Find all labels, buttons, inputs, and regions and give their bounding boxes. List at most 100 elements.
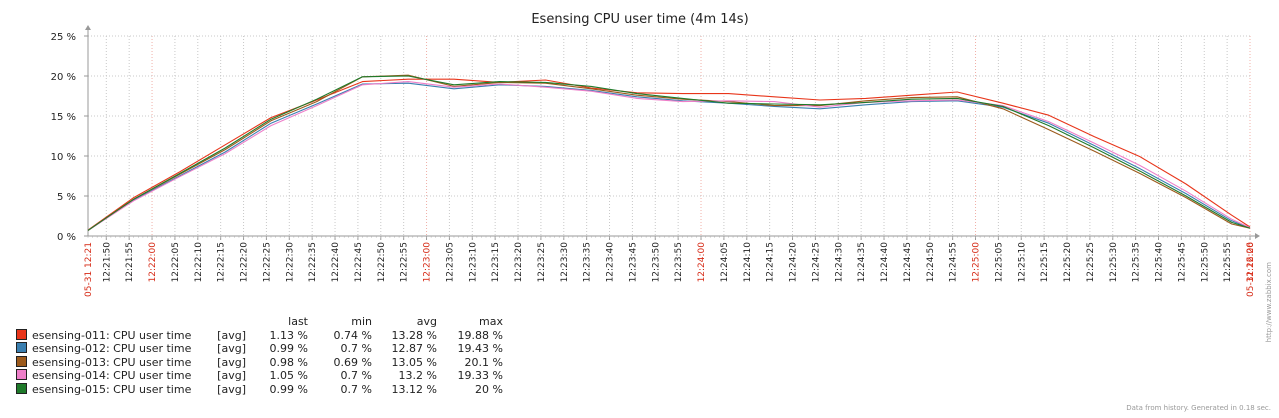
legend-min: 0.7 % [340,382,372,396]
legend-swatch [16,355,27,367]
y-tick-label: 10 % [51,152,76,163]
legend-function: [avg] [217,369,246,382]
legend-last: 0.99 % [269,382,308,396]
legend-series-name: esensing-012: CPU user time [32,342,192,355]
legend-swatch [16,342,27,353]
x-tick-label: 12:22:15 [217,242,227,282]
x-tick-label: 12:24:45 [903,242,913,282]
x-tick-label: 12:25:15 [1040,242,1050,282]
legend-row: esensing-013: CPU user time [avg] 0.98 %… [16,355,503,370]
x-tick-label: 12:25:55 [1223,242,1233,282]
legend-swatch [16,369,27,380]
chart-area: Esensing CPU user time (4m 14s) 12:21:50… [51,12,1260,297]
legend-header-max: max [479,315,503,328]
x-tick-label: 12:22:10 [194,242,204,283]
legend-row: esensing-012: CPU user time [avg] 0.99 %… [16,342,503,356]
legend-header-min: min [351,315,372,328]
x-tick-label: 12:22:30 [285,242,295,283]
chart-title: Esensing CPU user time (4m 14s) [531,12,748,27]
x-tick-label: 12:23:15 [491,242,501,282]
legend-row: esensing-014: CPU user time [avg] 1.05 %… [16,369,503,383]
watermark: http://www.zabbix.com [1265,262,1273,343]
series-line-3 [87,74,1251,231]
series-lines [87,74,1251,231]
legend: last min avg max esensing-011: CPU user … [16,315,503,396]
y-tick-label: 25 % [51,32,76,43]
legend-function: [avg] [217,328,246,342]
x-tick-label: 12:22:00 [148,242,158,283]
x-tick-label: 12:25:35 [1132,242,1142,282]
x-tick-label: 12:22:05 [171,242,181,282]
legend-function: [avg] [217,382,246,396]
series-line-4 [87,81,1251,231]
legend-series-name: esensing-011: CPU user time [32,328,192,342]
legend-max: 20.1 % [464,355,503,369]
x-tick-label: 12:22:55 [400,242,410,282]
legend-last: 0.98 % [269,355,308,369]
legend-header-last: last [288,315,308,328]
legend-function: [avg] [217,342,246,355]
grid [88,35,1251,236]
y-tick-label: 0 % [57,232,76,243]
series-line-5 [87,75,1251,231]
x-tick-label: 12:22:20 [240,242,250,283]
x-tick-label: 12:24:20 [789,242,799,283]
axes: 12:21:50 12:21:55 12:22:00 12:22:05 12:22:10… [51,25,1260,297]
x-tick-label: 12:23:20 [514,242,524,283]
x-tick-label: 12:23:50 [651,242,661,283]
x-tick-label: 12:25:20 [1063,242,1073,283]
x-tick-label: 12:25:25 [1086,242,1096,282]
x-tick-label: 12:23:45 [628,242,638,282]
x-tick-label: 12:23:30 [560,242,570,283]
legend-function: [avg] [217,355,246,369]
legend-row: esensing-015: CPU user time [avg] 0.99 %… [16,382,503,397]
x-axis-arrow [1255,233,1260,239]
y-axis-arrow [85,25,91,30]
legend-series-name: esensing-014: CPU user time [32,369,192,382]
x-tick-label: 12:23:35 [583,242,593,282]
legend-header-row: last min avg max [16,315,503,329]
legend-min: 0.74 % [333,328,372,342]
x-tick-label: 12:23:10 [468,242,478,283]
x-tick-label: 12:24:35 [857,242,867,282]
legend-avg: 13.05 % [391,355,437,369]
x-tick-label: 12:26:00 [1246,242,1256,283]
x-tick-label: 12:23:40 [606,242,616,283]
x-end-label: 05-31 12:26 [1246,242,1256,297]
x-tick-label: 12:22:35 [308,242,318,282]
legend-max: 20 % [475,382,503,396]
legend-last: 0.99 % [269,342,308,355]
legend-swatch [16,328,27,340]
x-tick-label: 12:25:00 [972,242,982,283]
x-tick-label: 12:25:30 [1109,242,1119,283]
legend-avg: 12.87 % [391,342,437,355]
legend-max: 19.43 % [457,342,503,355]
x-tick-label: 12:24:30 [834,242,844,283]
legend-swatch [16,382,27,394]
x-tick-label: 12:24:55 [949,242,959,282]
legend-row: esensing-011: CPU user time [avg] 1.13 %… [16,328,503,343]
x-tick-label: 12:21:55 [125,242,135,282]
x-tick-label: 12:22:25 [262,242,272,282]
x-tick-label: 12:25:10 [1017,242,1027,283]
legend-last: 1.13 % [269,328,308,342]
legend-avg: 13.28 % [391,328,437,342]
legend-min: 0.7 % [340,342,372,355]
footer-note: Data from history. Generated in 0.18 sec… [1126,404,1271,412]
x-tick-label: 12:24:25 [811,242,821,282]
y-tick-label: 15 % [51,112,76,123]
x-tick-label: 12:24:40 [880,242,890,283]
legend-header-avg: avg [416,315,437,328]
y-tick-label: 5 % [57,192,76,203]
x-tick-label: 12:24:15 [766,242,776,282]
legend-min: 0.69 % [333,355,372,369]
x-tick-label: 12:24:10 [743,242,753,283]
x-tick-label: 12:23:05 [445,242,455,282]
legend-avg: 13.12 % [391,382,437,396]
x-tick-label: 12:25:50 [1200,242,1210,283]
x-tick-label: 12:23:55 [674,242,684,282]
x-tick-label: 12:25:05 [994,242,1004,282]
x-tick-label: 12:24:50 [926,242,936,283]
x-tick-label: 12:22:50 [377,242,387,283]
legend-table: last min avg max esensing-011: CPU user … [16,315,503,396]
